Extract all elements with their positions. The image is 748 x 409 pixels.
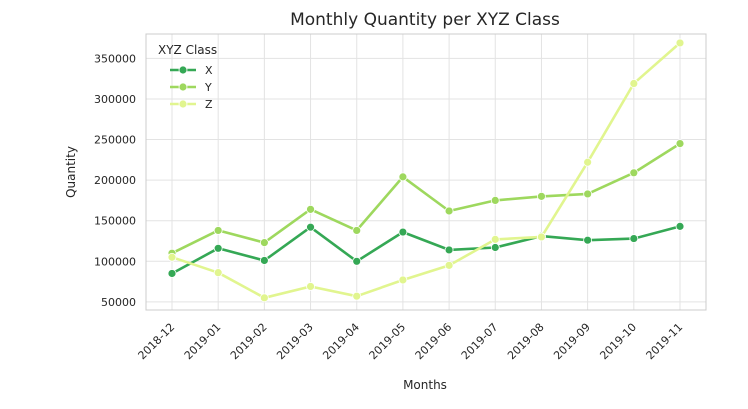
series-point-X-2 [259, 256, 269, 265]
legend-label-Y: Y [204, 81, 212, 94]
series-point-X-4 [352, 256, 362, 266]
series-point-Y-6 [444, 206, 454, 216]
series-point-Y-4 [352, 226, 362, 235]
series-point-Y-8 [537, 191, 546, 201]
series-point-X-10 [629, 234, 639, 243]
x-tick-label-4: 2019-04 [320, 321, 362, 363]
y-tick-label-4: 250000 [94, 134, 136, 147]
y-tick-label-0: 50000 [101, 296, 136, 309]
series-point-X-1 [213, 243, 223, 253]
legend: XYZ Class XYZ [158, 43, 217, 111]
x-tick-label-7: 2019-07 [459, 321, 501, 363]
x-tick-label-9: 2019-09 [551, 321, 593, 363]
y-tick-label-6: 350000 [94, 52, 136, 65]
y-axis-title: Quantity [64, 146, 78, 198]
series-point-Z-6 [444, 260, 454, 270]
series-point-Z-10 [629, 79, 639, 88]
series-point-Z-8 [537, 232, 546, 242]
series-point-Z-3 [306, 282, 315, 291]
series-point-Y-1 [213, 226, 223, 235]
series-point-X-11 [675, 221, 685, 231]
series-point-Y-2 [259, 238, 269, 248]
series-point-Y-11 [675, 139, 685, 148]
plot-background [146, 34, 706, 310]
series-Y [167, 139, 685, 258]
legend-marker-X [178, 65, 188, 75]
series-point-X-6 [444, 245, 454, 255]
series-point-Z-1 [213, 268, 223, 278]
x-tick-label-2: 2019-02 [228, 321, 270, 363]
series-point-X-3 [306, 222, 315, 232]
legend-marker-Z [178, 99, 188, 109]
series-line-Z [170, 41, 682, 300]
legend-label-Z: Z [205, 98, 213, 111]
series-line-X [170, 225, 682, 275]
plot-frame [145, 33, 707, 311]
chart-title: Monthly Quantity per XYZ Class [290, 10, 560, 30]
y-tick-label-1: 100000 [94, 255, 136, 268]
series-point-Z-5 [398, 275, 408, 285]
series-point-Y-3 [306, 204, 315, 214]
series-point-Z-7 [490, 234, 500, 244]
series-point-Z-0 [167, 252, 177, 262]
series-point-Z-4 [352, 291, 362, 301]
x-tick-label-3: 2019-03 [274, 321, 316, 363]
series-point-X-9 [583, 235, 593, 245]
series-point-X-7 [490, 243, 500, 252]
series-point-Z-2 [259, 293, 269, 303]
series-Z [167, 38, 685, 303]
x-tick-label-1: 2019-01 [182, 321, 224, 363]
x-tick-label-10: 2019-10 [597, 321, 639, 363]
x-tick-label-8: 2019-08 [505, 321, 547, 363]
legend-title: XYZ Class [158, 43, 217, 57]
series-point-Y-9 [583, 189, 593, 199]
legend-marker-Y [178, 82, 188, 92]
x-tick-label-5: 2019-05 [367, 321, 409, 363]
series-point-Y-7 [490, 196, 500, 205]
series-point-Y-5 [398, 172, 408, 182]
series-point-Z-9 [583, 157, 593, 167]
series-point-Z-11 [675, 38, 685, 48]
series-point-X-5 [398, 227, 408, 237]
x-tick-label-6: 2019-06 [413, 321, 455, 363]
x-tick-label-0: 2018-12 [136, 321, 178, 363]
plot-area: 50000 100000 150000 200000 250000 300000 35000… [94, 33, 707, 363]
y-tick-label-2: 150000 [94, 215, 136, 228]
x-tick-label-11: 2019-11 [644, 321, 686, 363]
y-tick-label-3: 200000 [94, 174, 136, 187]
y-tick-label-5: 300000 [94, 93, 136, 106]
series-line-Y [170, 142, 682, 255]
legend-label-X: X [205, 64, 213, 77]
series-point-Y-10 [629, 168, 639, 178]
x-axis-title: Months [403, 378, 447, 392]
series-point-X-0 [167, 269, 177, 278]
